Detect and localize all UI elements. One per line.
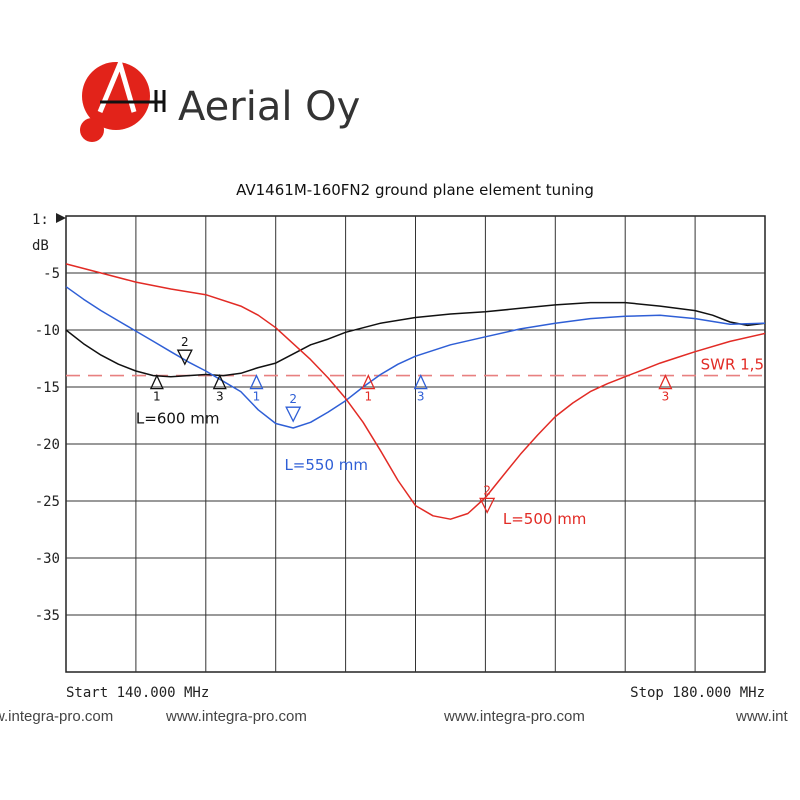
marker-label: 1 [364,390,372,404]
start-frequency-label: Start 140.000 MHz [66,685,209,701]
y-axis: -5 -10 -15 -20 -25 -30 -35 [35,266,60,624]
watermark-4: www.int [736,708,788,725]
y-axis-unit: dB [32,238,49,254]
series-annotation: L=600 mm [136,409,220,427]
marker-triangle-icon [285,406,302,423]
aerial-oy-logo: Aerial Oy [80,56,360,142]
series-annotation: L=550 mm [284,456,368,474]
swr-reference-label: SWR 1,5 [701,356,764,374]
stop-frequency-label: Stop 180.000 MHz [630,685,765,701]
y-tick-label: -5 [43,266,60,282]
y-tick-label: -10 [35,323,60,339]
marker-label: 2 [181,335,189,349]
series-annotation: L=500 mm [503,510,587,528]
marker-label: 2 [483,483,491,497]
watermark-2: www.integra-pro.com [166,708,307,725]
marker-label: 3 [417,390,425,404]
y-tick-label: -30 [35,551,60,567]
marker-triangle-icon [658,374,673,390]
brand-name: Aerial Oy [178,84,360,130]
watermark-3: www.integra-pro.com [444,708,585,725]
marker-triangle-icon [149,374,164,390]
chart-grid [65,215,766,673]
logo-red-disc [82,62,150,130]
marker-triangle-icon [249,374,264,390]
y-tick-label: -35 [35,608,60,624]
series-line-3 [65,263,766,520]
marker-triangle-icon [361,374,376,390]
series-line-1 [65,301,766,378]
series-group [65,263,766,520]
y-tick-label: -20 [35,437,60,453]
marker-triangle-icon [176,349,193,366]
scale-pointer-icon [56,213,66,223]
marker-label: 1 [253,390,261,404]
marker-group: 1 2 3 1 2 3 1 2 3 [149,335,673,514]
chart-title: AV1461M-160FN2 ground plane element tuni… [236,181,594,199]
logo-small-disc [80,118,104,142]
marker-label: 2 [289,392,297,406]
marker-triangle-icon [479,497,496,514]
marker-triangle-icon [413,374,428,390]
marker-label: 1 [153,390,161,404]
logo-antenna-a-mark [97,56,137,113]
watermark-1: w.integra-pro.com [0,708,114,725]
y-tick-label: -15 [35,380,60,396]
annotation-group: L=600 mm L=550 mm L=500 mm [136,409,587,527]
marker-triangle-icon [212,374,227,390]
scale-label: 1: [32,212,49,228]
marker-label: 3 [216,390,224,404]
marker-label: 3 [662,390,670,404]
series-line-2 [65,286,766,429]
y-tick-label: -25 [35,494,60,510]
